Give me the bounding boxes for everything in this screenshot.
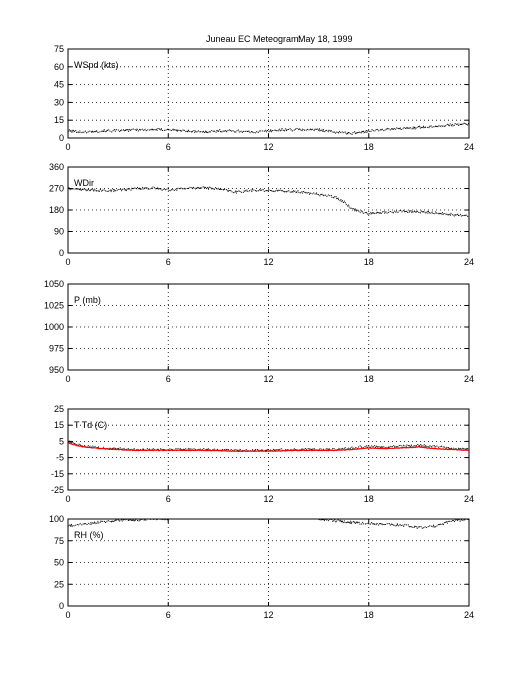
panel-label: P (mb) [74,295,101,305]
y-tick-label: 90 [54,227,64,237]
panel-4: 0 6 12 18 24 -25 -15 -5 5 15 25 T Td (C) [51,404,474,504]
y-tick-label: 100 [49,514,64,524]
y-tick-label: 15 [54,115,64,125]
figure-title: Juneau EC Meteogram: [206,34,301,44]
x-tick-label: 12 [263,257,273,267]
y-tick-label: 25 [54,404,64,414]
x-tick-label: 0 [65,257,70,267]
y-tick-label: 0 [59,133,64,143]
x-tick-label: 24 [464,610,474,620]
panel-label: T Td (C) [74,420,107,430]
x-tick-label: 12 [263,494,273,504]
x-tick-label: 0 [65,610,70,620]
y-tick-label: 60 [54,62,64,72]
panel-5: 0 6 12 18 24 0 25 50 75 100 RH (%) [49,514,474,620]
series-line-2 [68,442,469,452]
x-tick-label: 18 [364,142,374,152]
panel-1: 0 6 12 18 24 0 15 30 45 60 75 WSpd (kts) [54,44,474,152]
y-tick-label: 0 [59,601,64,611]
y-tick-label: -25 [51,485,64,495]
y-tick-label: -15 [51,469,64,479]
x-tick-label: 24 [464,374,474,384]
series-line-1 [68,122,469,135]
x-tick-label: 24 [464,142,474,152]
y-tick-label: 360 [49,162,64,172]
x-tick-label: 6 [166,257,171,267]
series-line-1 [68,519,169,528]
data-group [68,519,469,529]
x-tick-label: 0 [65,494,70,504]
panel-3: 0 6 12 18 24 950 975 1000 1025 1050 P (mb) [44,279,474,384]
data-group [68,122,469,135]
panel-label: RH (%) [74,530,104,540]
x-tick-label: 18 [364,374,374,384]
y-tick-label: 270 [49,184,64,194]
y-tick-label: 15 [54,420,64,430]
data-group [68,186,469,217]
y-tick-label: 0 [59,248,64,258]
figure-date: May 18, 1999 [298,34,353,44]
x-tick-label: 18 [364,257,374,267]
panel-label: WSpd (kts) [74,60,119,70]
panel-2: 0 6 12 18 24 0 90 180 270 360 WDir [49,162,474,267]
y-tick-label: 75 [54,44,64,54]
series-line-2 [318,519,469,529]
y-tick-label: 45 [54,80,64,90]
x-tick-label: 6 [166,142,171,152]
x-tick-label: 6 [166,494,171,504]
x-tick-label: 18 [364,494,374,504]
y-tick-label: 1025 [44,301,64,311]
panel-label: WDir [74,178,94,188]
series-line-1 [68,186,469,217]
y-tick-label: 75 [54,536,64,546]
x-tick-label: 24 [464,257,474,267]
y-tick-label: 1000 [44,322,64,332]
x-tick-label: 0 [65,374,70,384]
x-tick-label: 12 [263,374,273,384]
x-tick-label: 6 [166,610,171,620]
y-tick-label: 25 [54,579,64,589]
x-tick-label: 6 [166,374,171,384]
y-tick-label: 30 [54,97,64,107]
y-tick-label: -5 [56,453,64,463]
y-tick-label: 50 [54,558,64,568]
x-tick-label: 12 [263,610,273,620]
x-tick-label: 24 [464,494,474,504]
y-tick-label: 975 [49,344,64,354]
x-tick-label: 0 [65,142,70,152]
data-group [68,440,469,452]
x-tick-label: 18 [364,610,374,620]
y-tick-label: 1050 [44,279,64,289]
y-tick-label: 180 [49,205,64,215]
y-tick-label: 5 [59,436,64,446]
x-tick-label: 12 [263,142,273,152]
y-tick-label: 950 [49,365,64,375]
